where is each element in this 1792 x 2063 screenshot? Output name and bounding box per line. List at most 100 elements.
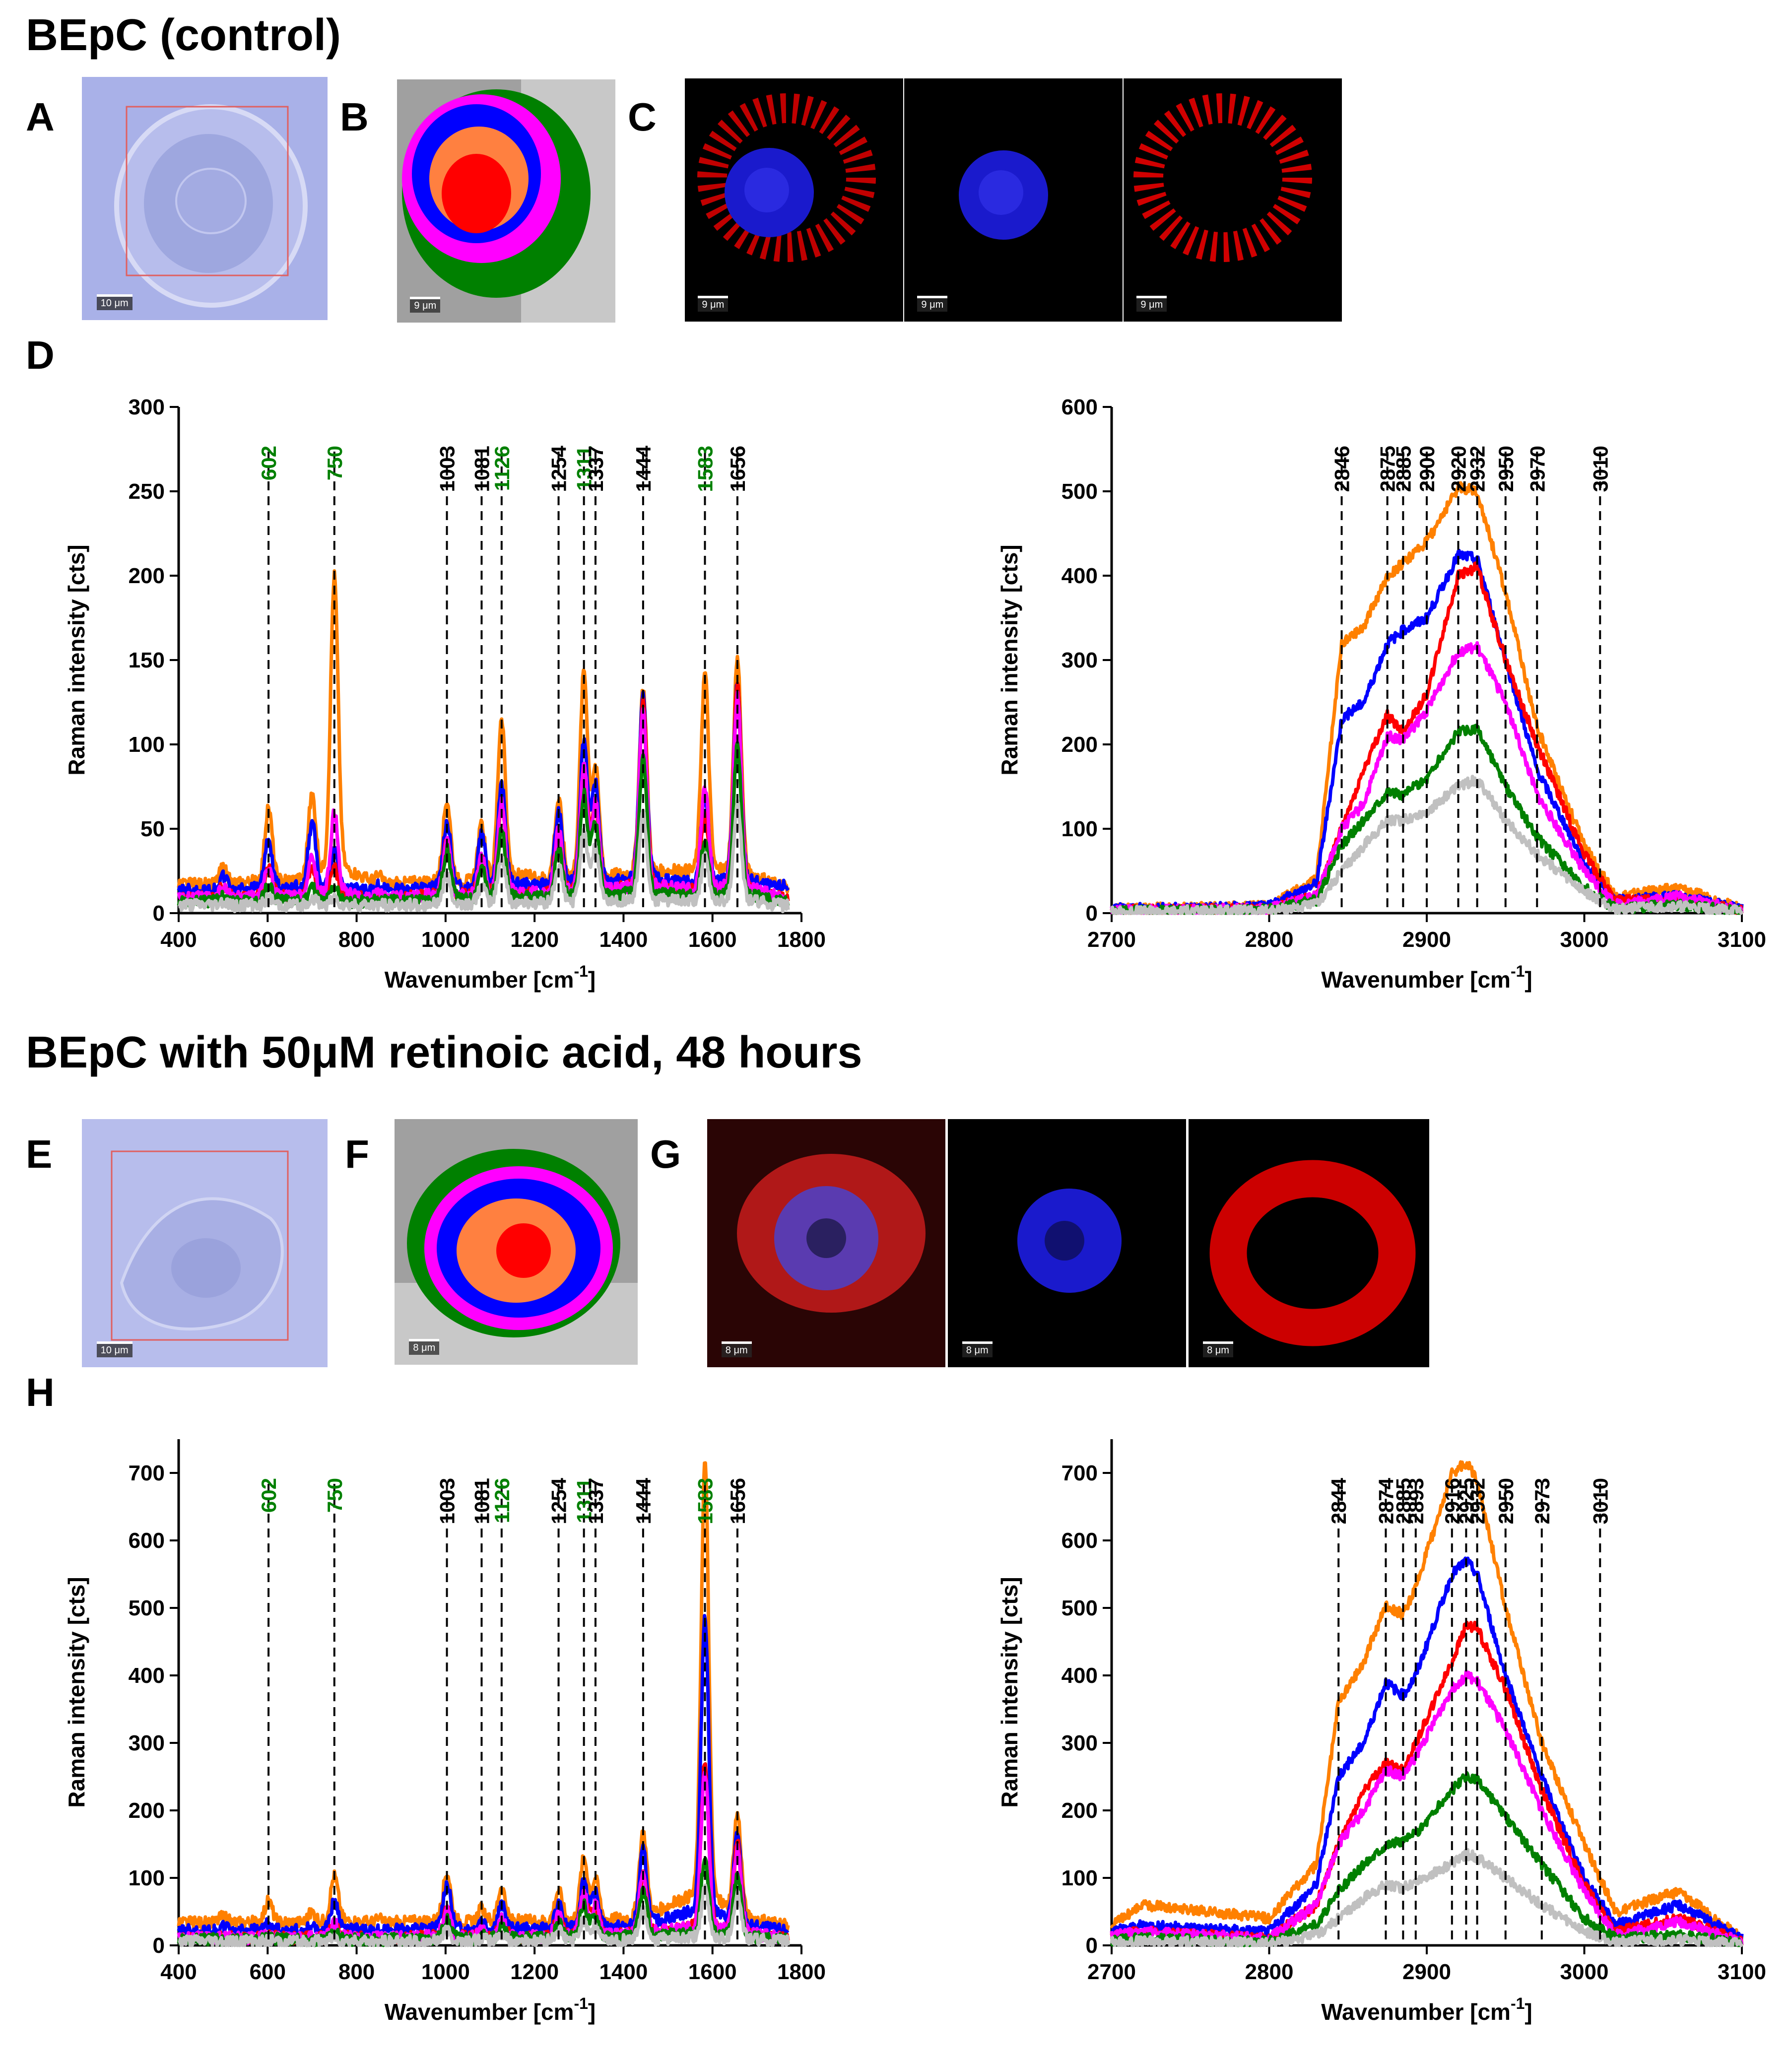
y-tick-label: 0 — [1086, 1933, 1098, 1958]
y-tick-label: 200 — [129, 1798, 165, 1823]
series-line-magenta — [177, 690, 790, 906]
y-tick-label: 600 — [129, 1529, 165, 1553]
series-line-gray — [178, 799, 790, 914]
peak-label: 2875 — [1376, 446, 1399, 492]
fluorescence-nucleus-ra-shapes — [1017, 1189, 1122, 1293]
panel-label-d: D — [26, 333, 55, 377]
section-title-control: BEpC (control) — [26, 10, 341, 60]
series-line-gray — [1110, 1848, 1744, 1947]
y-tick-label: 700 — [129, 1461, 165, 1485]
peak-label: 2920 — [1447, 446, 1470, 492]
panel-label-e: E — [26, 1132, 53, 1176]
y-tick-label: 500 — [1062, 479, 1098, 504]
x-tick-label: 3100 — [1718, 928, 1766, 952]
x-axis-title: Wavenumber [cm-1] — [385, 962, 596, 993]
peak-label: 2916 — [1441, 1478, 1464, 1524]
y-tick-label: 200 — [129, 564, 165, 588]
brightfield-image-retinoic-acid: 10 μm — [82, 1119, 328, 1367]
x-tick-label: 1200 — [510, 1960, 559, 1984]
y-tick-label: 300 — [1062, 648, 1098, 672]
x-tick-label: 2900 — [1402, 928, 1451, 952]
scale-bar-e: 10 μm — [96, 1341, 133, 1357]
x-tick-label: 2700 — [1087, 928, 1136, 952]
peak-label: 1311 — [573, 1478, 596, 1523]
series-line-magenta — [177, 1770, 790, 1946]
y-tick-label: 300 — [129, 395, 165, 419]
scale-bar-g2: 8 μm — [962, 1341, 993, 1357]
brightfield-image-control: 10 μm — [82, 77, 328, 320]
peak-label: 1444 — [632, 1477, 655, 1524]
series-line-green — [177, 1857, 790, 1947]
peak-label: 1126 — [490, 446, 514, 491]
peak-label: 2973 — [1530, 1478, 1554, 1524]
y-tick-label: 300 — [1062, 1731, 1098, 1755]
fluorescence-nucleus-retinoic-acid: 8 μm — [948, 1119, 1186, 1367]
peak-label: 602 — [257, 1478, 280, 1513]
series-line-orange — [177, 569, 790, 894]
scale-bar-c2: 9 μm — [917, 296, 948, 312]
series-line-magenta — [1110, 1669, 1744, 1946]
y-tick-label: 400 — [129, 1664, 165, 1688]
series-line-orange — [1110, 1460, 1744, 1943]
x-tick-label: 1400 — [599, 928, 648, 952]
peak-label: 2900 — [1415, 446, 1439, 492]
peak-label: 1444 — [632, 445, 655, 492]
brightfield-cell-shape — [82, 77, 328, 320]
series-line-gray — [178, 1883, 790, 1947]
scale-bar-g1: 8 μm — [721, 1341, 752, 1357]
peak-label: 2846 — [1330, 446, 1354, 492]
x-tick-label: 1000 — [421, 928, 470, 952]
peak-label: 2844 — [1327, 1477, 1350, 1524]
x-tick-label: 3000 — [1560, 928, 1609, 952]
scale-bar-b: 9 μm — [410, 297, 441, 313]
peak-label: 2885 — [1392, 446, 1415, 492]
peak-label: 2874 — [1374, 1477, 1397, 1524]
scale-bar-a: 10 μm — [96, 294, 133, 311]
x-tick-label: 600 — [250, 1960, 286, 1984]
peak-label: 602 — [257, 446, 280, 480]
x-tick-label: 400 — [160, 1960, 197, 1984]
y-tick-label: 250 — [129, 479, 165, 504]
fluorescence-nucleus-control: 9 μm — [904, 78, 1123, 322]
peak-label: 2950 — [1494, 446, 1518, 492]
cluster-map-retinoic-acid: 8 μm — [395, 1119, 638, 1365]
cluster-map-control: 9 μm — [397, 79, 615, 323]
brightfield-ra-shapes — [82, 1119, 328, 1367]
series-line-red — [1110, 561, 1744, 915]
peak-label: 2893 — [1404, 1478, 1428, 1524]
x-tick-label: 1600 — [688, 928, 737, 952]
cluster-map-shapes — [397, 79, 615, 323]
series-line-blue — [1110, 548, 1744, 915]
y-tick-label: 500 — [1062, 1596, 1098, 1620]
y-tick-label: 50 — [140, 817, 165, 841]
fluorescence-merged-shapes — [697, 93, 876, 262]
series-line-red — [178, 1762, 790, 1946]
peak-label: 1254 — [547, 1477, 571, 1524]
x-tick-label: 1000 — [421, 1960, 470, 1984]
x-tick-label: 1400 — [599, 1960, 648, 1984]
scale-bar-c1: 9 μm — [698, 296, 729, 312]
series-line-blue — [177, 681, 790, 898]
fluorescence-merged-ra-shapes — [707, 1119, 945, 1367]
y-tick-label: 200 — [1062, 1798, 1098, 1823]
series-line-blue — [177, 1614, 790, 1938]
peak-label: 750 — [323, 1478, 346, 1513]
peak-label: 1081 — [470, 1478, 493, 1524]
x-tick-label: 2800 — [1245, 928, 1294, 952]
x-tick-label: 1200 — [510, 928, 559, 952]
series-line-blue — [1110, 1556, 1744, 1944]
x-tick-label: 1600 — [688, 1960, 737, 1984]
y-tick-label: 0 — [1086, 901, 1098, 926]
panel-label-a: A — [26, 95, 55, 139]
fluorescence-merged-retinoic-acid: 8 μm — [707, 1119, 945, 1367]
x-tick-label: 3000 — [1560, 1960, 1609, 1984]
y-tick-label: 600 — [1062, 395, 1098, 419]
peak-label: 1003 — [436, 446, 459, 492]
peak-label: 1656 — [726, 1478, 749, 1524]
peak-label: 1081 — [470, 446, 493, 492]
series-line-green — [1111, 724, 1743, 915]
y-axis-title: Raman intensity [cts] — [996, 1577, 1022, 1807]
x-tick-label: 600 — [250, 928, 286, 952]
scale-bar-f: 8 μm — [409, 1339, 440, 1355]
series-line-gray — [1110, 775, 1744, 915]
